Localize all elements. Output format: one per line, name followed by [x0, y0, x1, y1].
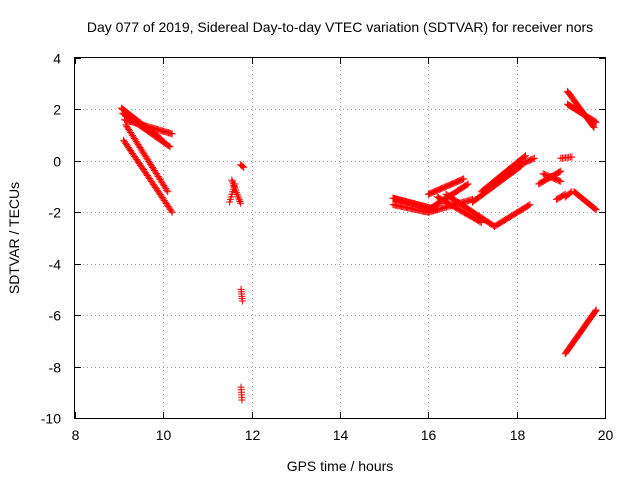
y-tick-label: 0 — [53, 154, 61, 170]
data-point — [529, 155, 537, 163]
data-point — [591, 205, 599, 213]
data-point — [463, 181, 471, 189]
data-point — [168, 208, 176, 216]
data-point — [231, 180, 239, 188]
data-point — [557, 177, 565, 185]
data-point — [228, 176, 236, 184]
y-tick-label: -2 — [49, 205, 62, 221]
data-point — [238, 297, 246, 305]
data-point — [237, 199, 245, 207]
plot-frame — [74, 57, 606, 419]
data-point — [164, 188, 172, 196]
y-tick-label: -6 — [49, 308, 62, 324]
data-point — [556, 168, 564, 176]
data-point — [240, 163, 248, 171]
data-point — [591, 307, 599, 315]
data-point — [163, 186, 171, 194]
y-tick-label: 4 — [53, 51, 61, 67]
y-tick-label: -10 — [41, 411, 61, 427]
x-tick-label: 12 — [245, 427, 261, 443]
data-point — [561, 190, 569, 198]
axis-ticks: 8 10 12 14 16 18 20 -10 -8 -6 -4 -2 0 2 4 — [41, 51, 614, 444]
data-point — [568, 153, 576, 161]
data-point — [236, 198, 244, 206]
data-point — [233, 189, 241, 197]
data-point — [557, 167, 565, 175]
data-point — [590, 123, 598, 131]
data-point — [592, 306, 600, 314]
x-tick-label: 8 — [72, 427, 80, 443]
x-tick-label: 18 — [510, 427, 526, 443]
data-point — [522, 152, 529, 160]
data-point — [464, 180, 472, 188]
x-axis-label: GPS time / hours — [287, 458, 394, 474]
data-point — [530, 154, 538, 162]
data-point — [460, 175, 468, 183]
x-tick-label: 16 — [421, 427, 437, 443]
data-point — [239, 162, 247, 170]
data-point — [234, 192, 242, 200]
y-tick-label: -8 — [49, 360, 62, 376]
data-point — [591, 118, 599, 126]
data-point — [592, 118, 600, 126]
data-point — [238, 396, 246, 404]
data-point — [589, 122, 597, 130]
chart-title: Day 077 of 2019, Sidereal Day-to-day VTE… — [87, 19, 593, 35]
data-point — [235, 194, 243, 202]
y-axis-label: SDTVAR / TECUs — [6, 182, 22, 294]
grid — [75, 58, 605, 418]
data-series — [117, 87, 600, 404]
data-point — [525, 201, 533, 209]
data-point — [520, 153, 528, 161]
y-tick-label: 2 — [53, 102, 61, 118]
data-point — [560, 191, 568, 199]
data-point — [458, 175, 466, 183]
x-tick-label: 10 — [156, 427, 172, 443]
data-point — [526, 201, 534, 209]
data-point — [166, 143, 174, 151]
data-point — [168, 130, 176, 138]
data-point — [167, 207, 175, 215]
data-point — [592, 206, 600, 214]
y-tick-label: -4 — [49, 257, 62, 273]
x-tick-label: 14 — [333, 427, 349, 443]
data-point — [556, 177, 564, 185]
x-tick-label: 20 — [598, 427, 614, 443]
data-point — [165, 142, 173, 150]
data-point — [235, 196, 243, 204]
